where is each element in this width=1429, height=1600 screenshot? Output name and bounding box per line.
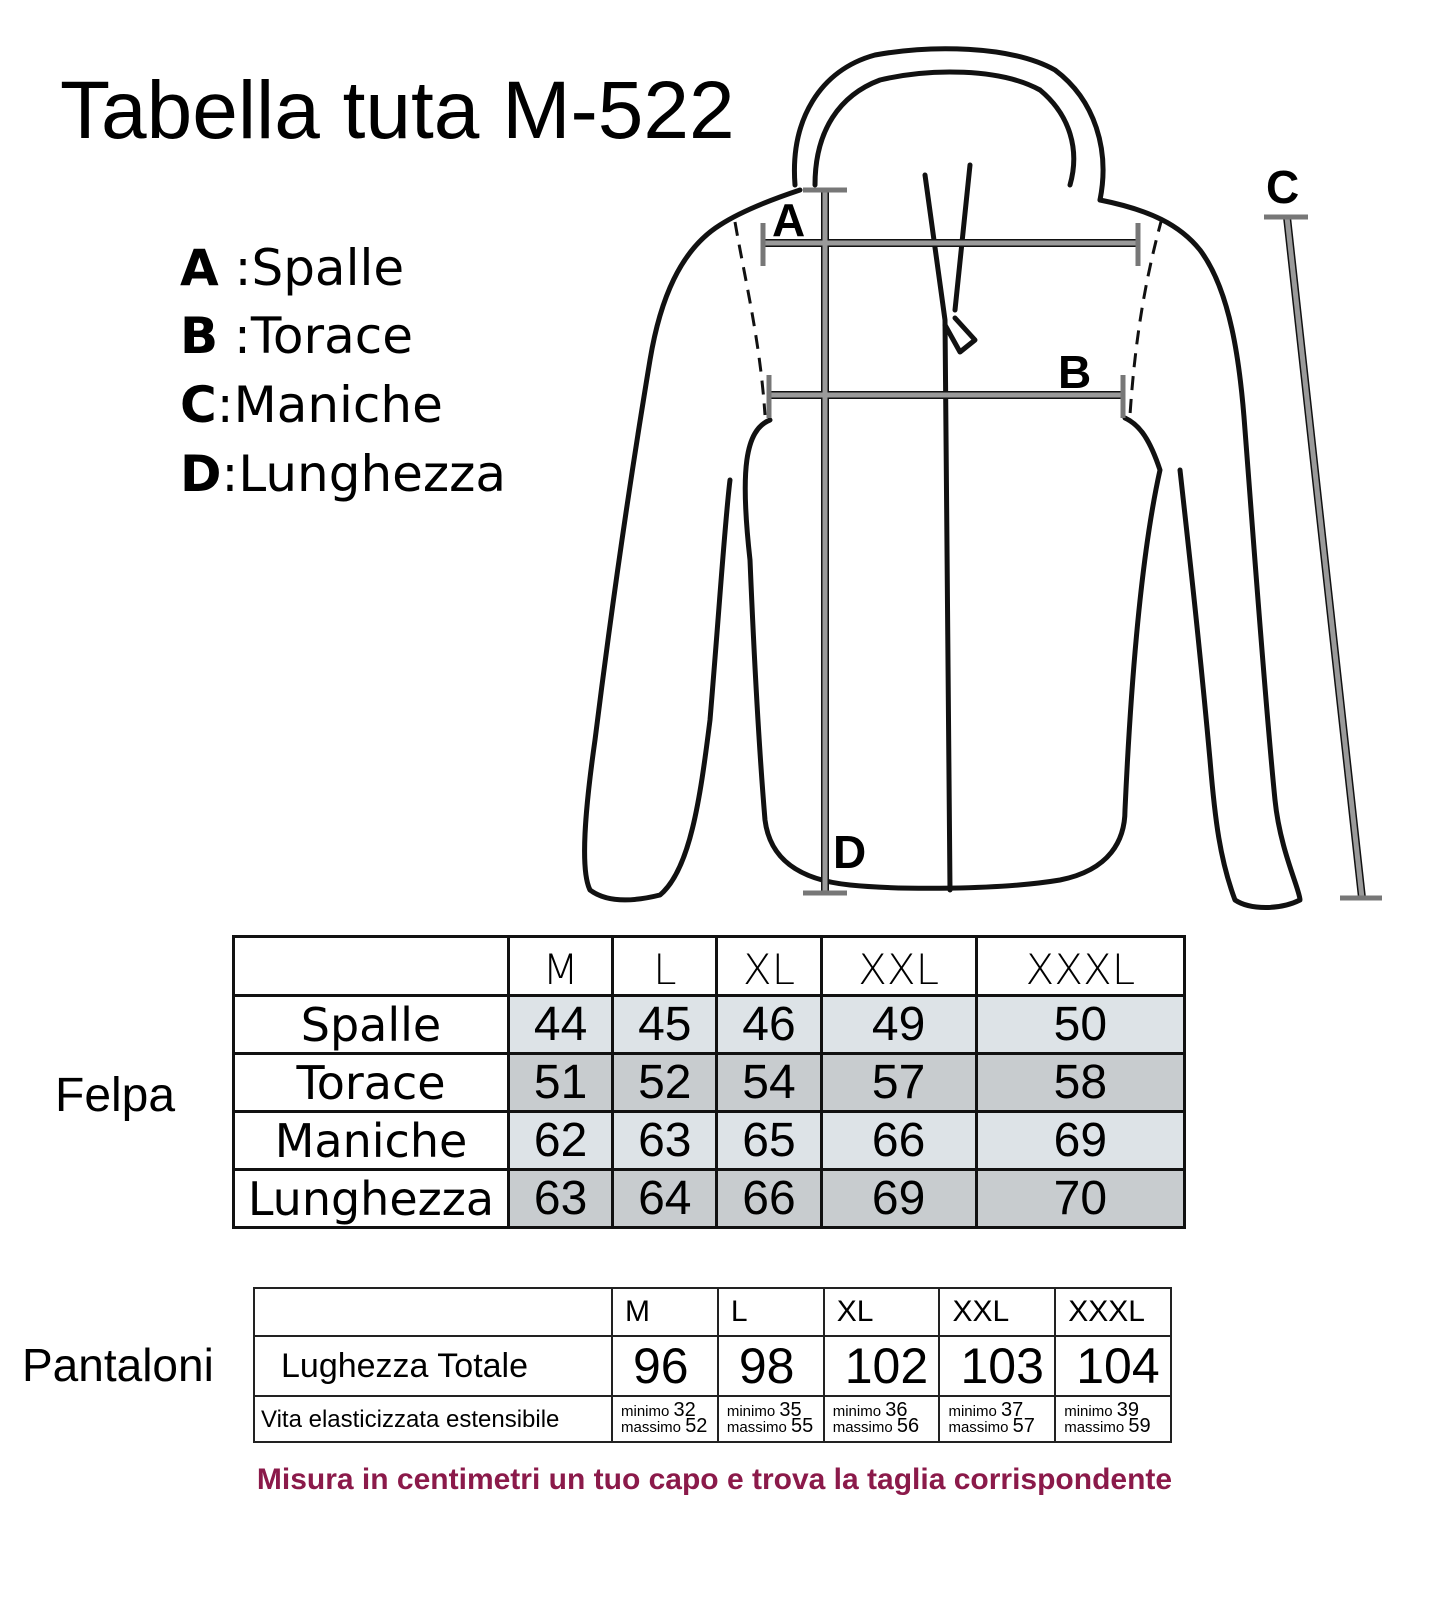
cell: 66 <box>819 1110 978 1171</box>
cell: 58 <box>974 1052 1187 1113</box>
table-header-row: M L XL XXL XXXL <box>232 935 1187 997</box>
pantaloni-size-table: M L XL XXL XXXL Lughezza Totale 96 98 10… <box>253 1287 1172 1443</box>
cell: 98 <box>716 1335 825 1397</box>
row-label: Vita elasticizzata estensibile <box>253 1395 613 1443</box>
cell: 69 <box>819 1168 978 1229</box>
measure-label-c: C <box>1266 161 1299 213</box>
cell: 50 <box>974 994 1187 1055</box>
row-label: Spalle <box>232 994 510 1055</box>
size-header: XXXL <box>1054 1287 1172 1337</box>
size-header: L <box>716 1287 825 1337</box>
page-title: Tabella tuta M-522 <box>60 65 735 156</box>
cell: 62 <box>506 1110 615 1171</box>
size-header: XL <box>715 935 823 997</box>
table-row: Torace 51 52 54 57 58 <box>232 1052 1187 1113</box>
cell: minimo 37 massimo 57 <box>938 1395 1057 1443</box>
measure-bar-caps <box>760 187 1382 901</box>
size-header: L <box>611 935 719 997</box>
cell: 44 <box>506 994 615 1055</box>
felpa-size-table: M L XL XXL XXXL Spalle 44 45 46 49 50 To… <box>232 935 1187 1229</box>
cell: 70 <box>974 1168 1187 1229</box>
pantaloni-label: Pantaloni <box>22 1339 214 1391</box>
table-row: Lughezza Totale 96 98 102 103 104 <box>253 1335 1172 1397</box>
legend-item-d: D:Lunghezza <box>180 445 507 503</box>
armhole-seams <box>733 217 1164 416</box>
legend-item-c: C:Maniche <box>180 376 443 434</box>
jacket-diagram: A B C D <box>582 46 1382 910</box>
table-row: Maniche 62 63 65 66 69 <box>232 1110 1187 1171</box>
cell: minimo 32 massimo 52 <box>611 1395 719 1443</box>
cell: 96 <box>611 1335 719 1397</box>
cell: 52 <box>611 1052 719 1113</box>
row-label: Torace <box>232 1052 510 1113</box>
cell: 45 <box>611 994 719 1055</box>
cell: minimo 35 massimo 55 <box>716 1395 825 1443</box>
cell: 49 <box>819 994 978 1055</box>
table-row: Lunghezza 63 64 66 69 70 <box>232 1168 1187 1229</box>
cell: 65 <box>715 1110 823 1171</box>
measure-label-a: A <box>772 194 805 246</box>
measure-label-d: D <box>833 826 866 878</box>
cell: 46 <box>715 994 823 1055</box>
size-header: XL <box>822 1287 941 1337</box>
measure-label-b: B <box>1058 346 1091 398</box>
felpa-label: Felpa <box>55 1069 176 1122</box>
measure-bars <box>763 190 1365 899</box>
cell: 104 <box>1054 1335 1172 1397</box>
jacket-outline <box>582 46 1303 910</box>
cell: 103 <box>938 1335 1057 1397</box>
cell: minimo 36 massimo 56 <box>822 1395 941 1443</box>
table-row: Vita elasticizzata estensibile minimo 32… <box>253 1395 1172 1443</box>
size-header: M <box>611 1287 719 1337</box>
cell: 64 <box>611 1168 719 1229</box>
row-label: Maniche <box>232 1110 510 1171</box>
measure-bar-c <box>1284 216 1365 899</box>
header-blank <box>232 935 510 997</box>
legend-item-b: B :Torace <box>180 307 413 365</box>
cell: 57 <box>819 1052 978 1113</box>
size-header: XXXL <box>974 935 1187 997</box>
table-row: Spalle 44 45 46 49 50 <box>232 994 1187 1055</box>
cell: 63 <box>506 1168 615 1229</box>
cell: minimo 39 massimo 59 <box>1054 1395 1172 1443</box>
size-header: XXL <box>938 1287 1057 1337</box>
cell: 102 <box>822 1335 941 1397</box>
table-header-row: M L XL XXL XXXL <box>253 1287 1172 1337</box>
size-header: XXL <box>819 935 978 997</box>
cell: 51 <box>506 1052 615 1113</box>
size-header: M <box>506 935 615 997</box>
cell: 63 <box>611 1110 719 1171</box>
row-label: Lughezza Totale <box>253 1335 613 1397</box>
row-label: Lunghezza <box>232 1168 510 1229</box>
legend-item-a: A :Spalle <box>180 239 405 297</box>
cell: 66 <box>715 1168 823 1229</box>
cell: 54 <box>715 1052 823 1113</box>
cell: 69 <box>974 1110 1187 1171</box>
header-blank <box>253 1287 613 1337</box>
measurement-note: Misura in centimetri un tuo capo e trova… <box>256 1463 1173 1496</box>
